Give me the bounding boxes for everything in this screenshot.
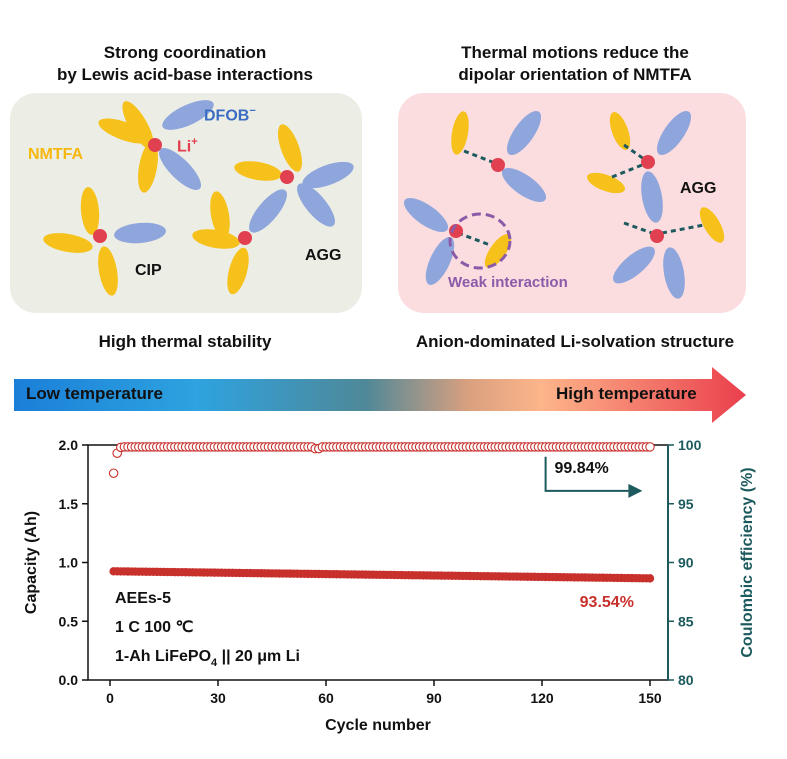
- agg-label-left: AGG: [305, 247, 342, 264]
- ce-point: [108, 468, 119, 478]
- y-right-axis-title: Coulombic efficiency (%): [739, 467, 756, 657]
- condition-line3-subscript: 4: [211, 657, 218, 669]
- x-tick-label: 30: [210, 690, 226, 706]
- x-tick-label: 150: [638, 690, 662, 706]
- li-label: Li+: [177, 136, 198, 156]
- y-right-tick-label: 95: [678, 496, 694, 512]
- condition-line1: AEEs-5: [115, 590, 171, 607]
- ce-value-label: 99.84%: [554, 460, 608, 477]
- dfob-label-text: DFOB: [204, 107, 250, 125]
- y-left-tick-label: 1.0: [59, 555, 79, 571]
- left-panel-heading: Strong coordination by Lewis acid-base i…: [30, 42, 340, 86]
- y-right-tick-label: 100: [678, 437, 702, 453]
- ce-annotation-arrowhead: [628, 483, 643, 498]
- x-tick-label: 120: [530, 690, 554, 706]
- y-right-tick-label: 85: [678, 613, 694, 629]
- y-right-tick-label: 90: [678, 555, 694, 571]
- condition-line3-rest: || 20 μm Li: [217, 648, 300, 665]
- right-heading-line1: Thermal motions reduce the: [461, 43, 689, 62]
- right-molecule-top-right: [587, 110, 692, 223]
- plot-frame: [87, 444, 669, 681]
- left-panel-schematic: [43, 100, 354, 296]
- cip-molecule: [43, 187, 166, 296]
- agg-molecule-right: [234, 124, 354, 227]
- agg-molecule-left: [192, 189, 287, 295]
- x-tick-label: 60: [318, 690, 334, 706]
- right-molecule-bottom-right: [613, 207, 725, 299]
- dfob-label: DFOB−: [204, 105, 256, 125]
- left-caption: High thermal stability: [98, 332, 272, 351]
- cycling-chart: 0 30 60 90 120 150 0.0 0.5 1.0 1.5 2.0 80 85 90 95 100 C…: [23, 437, 756, 734]
- y-left-tick-label: 0.5: [59, 613, 79, 629]
- x-tick-label: 90: [426, 690, 442, 706]
- condition-line2: 1 C 100 ℃: [115, 619, 193, 636]
- temperature-arrow: [14, 367, 746, 423]
- left-heading-line1: Strong coordination: [103, 43, 267, 62]
- capacity-retention-label: 93.54%: [580, 594, 634, 611]
- agg-label-right: AGG: [680, 180, 717, 197]
- li-label-text: Li: [177, 138, 192, 156]
- y-left-tick-label: 1.5: [59, 496, 79, 512]
- x-axis-title: Cycle number: [325, 717, 431, 734]
- li-label-sup: +: [191, 136, 198, 148]
- left-heading-line2: by Lewis acid-base interactions: [56, 65, 314, 84]
- capacity-point: [645, 574, 655, 583]
- right-panel-schematic: [403, 110, 725, 299]
- right-molecule-top-left: [451, 110, 547, 203]
- right-molecule-bottom-left: [403, 197, 512, 285]
- high-temperature-label: High temperature: [556, 384, 697, 403]
- low-temperature-label: Low temperature: [26, 384, 163, 403]
- cip-label: CIP: [135, 262, 162, 279]
- y-left-tick-label: 2.0: [59, 437, 79, 453]
- nmtfa-label: NMTFA: [28, 146, 84, 163]
- ce-point: [645, 442, 655, 452]
- ce-annotation-arrow-line: [544, 456, 629, 492]
- right-caption: Anion-dominated Li-solvation structure: [415, 332, 735, 351]
- weak-interaction-label: Weak interaction: [448, 274, 568, 291]
- y-left-axis-title: Capacity (Ah): [23, 511, 40, 614]
- li-cip-top-molecule: [98, 100, 214, 193]
- y-left-tick-label: 0.0: [59, 672, 79, 688]
- right-heading-line2: dipolar orientation of NMTFA: [458, 65, 692, 84]
- x-tick-label: 0: [106, 690, 114, 706]
- y-right-tick-label: 80: [678, 672, 694, 688]
- right-panel-heading: Thermal motions reduce the dipolar orien…: [415, 42, 735, 86]
- dfob-label-sup: −: [249, 105, 256, 117]
- condition-line3-main: 1-Ah LiFePO: [115, 648, 211, 665]
- condition-line3: 1-Ah LiFePO4 || 20 μm Li: [115, 648, 300, 669]
